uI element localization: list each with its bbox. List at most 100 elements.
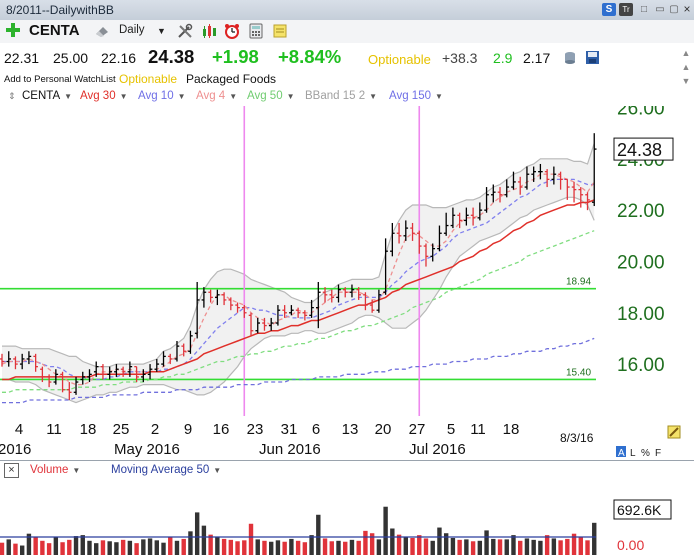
volume-bar-46	[309, 535, 314, 555]
x-month-label-0: 2016	[0, 441, 31, 458]
ohlc-bar-40	[268, 317, 274, 331]
ohlc-bar-26	[174, 340, 180, 362]
alarm-clock-icon[interactable]	[224, 23, 240, 39]
volume-bar-78	[524, 538, 530, 555]
high-price: 25.00	[53, 50, 89, 66]
volume-bar-80	[538, 540, 543, 555]
ohlc-bar-0	[0, 353, 5, 367]
ohlc-bar-21	[141, 369, 146, 383]
ohlc-bar-39	[262, 317, 267, 331]
volume-bar-47	[316, 514, 321, 555]
bollinger-band	[2, 143, 595, 404]
database-icon[interactable]	[563, 51, 577, 65]
volume-bar-14	[94, 543, 99, 555]
legend-handle-icon[interactable]: ⇕	[8, 91, 16, 101]
price-tick-5: 26.00	[617, 106, 665, 120]
ohlc-bar-36	[241, 305, 247, 318]
legend-volume-ma[interactable]: Moving Average 50 ▼	[111, 464, 222, 476]
volume-bar-33	[221, 538, 227, 555]
volume-bar-53	[356, 540, 361, 555]
ohlc-bar-13	[87, 369, 92, 383]
right-scroll-controls[interactable]: ▲ ▲ ▼	[680, 46, 693, 86]
notes-icon[interactable]	[272, 23, 288, 39]
chart-style-icon[interactable]	[201, 23, 217, 39]
interval-select[interactable]: Daily	[119, 24, 145, 36]
volume-bar-72	[484, 530, 489, 555]
ohlc-bar-66	[443, 212, 449, 236]
ohlc-bar-7	[46, 374, 52, 388]
alert-f-label[interactable]: F	[655, 448, 661, 459]
ohlc-bar-50	[336, 284, 341, 303]
ohlc-bars	[0, 133, 597, 400]
s-button[interactable]: S	[602, 3, 616, 16]
volume-bar-16	[107, 541, 112, 555]
eraser-icon[interactable]	[94, 24, 110, 38]
x-day-label-2: 18	[80, 421, 97, 438]
ohlc-bar-27	[181, 343, 187, 357]
ohlc-bar-24	[161, 351, 166, 367]
avg30-line	[2, 199, 595, 381]
volume-bar-84	[565, 538, 570, 555]
legend-avg150[interactable]: Avg 150 ▼	[389, 90, 443, 102]
volume-bar-20	[134, 543, 139, 555]
add-symbol-icon[interactable]	[6, 23, 20, 37]
ohlc-bar-34	[228, 297, 234, 311]
ohlc-bar-2	[13, 356, 18, 370]
stat-value-3: 2.17	[523, 50, 551, 66]
volume-bar-51	[343, 541, 348, 555]
volume-bar-39	[262, 540, 267, 555]
volume-tick-0: 0.00	[617, 537, 644, 553]
x-day-label-9: 6	[312, 421, 320, 438]
ohlc-bar-84	[565, 178, 570, 200]
x-month-label-3: Jul 2016	[409, 441, 466, 458]
legend-bband[interactable]: BBand 15 2 ▼	[305, 90, 378, 102]
volume-bar-81	[544, 535, 550, 555]
legend-volume[interactable]: Volume ▼	[30, 464, 81, 476]
volume-bar-67	[450, 537, 456, 555]
save-icon[interactable]	[585, 50, 600, 65]
alert-a-button[interactable]	[616, 446, 626, 457]
legend-avg50[interactable]: Avg 50 ▼	[247, 90, 295, 102]
close-pane-icon[interactable]: ×	[4, 463, 19, 478]
ohlc-bar-82	[551, 166, 557, 185]
tools-icon[interactable]	[177, 23, 193, 39]
volume-bar-64	[430, 540, 435, 555]
volume-bar-38	[255, 539, 260, 555]
symbol-input[interactable]: CENTA	[29, 22, 80, 39]
alert-l-label[interactable]: L	[630, 448, 636, 459]
x-day-label-15: 18	[503, 421, 520, 438]
close-icon[interactable]: ×	[683, 2, 691, 16]
ohlc-bar-67	[450, 207, 456, 229]
volume-bar-83	[558, 540, 563, 555]
legend-avg4[interactable]: Avg 4 ▼	[196, 90, 238, 102]
legend-symbol[interactable]: CENTA ▼	[22, 90, 73, 102]
legend-avg10[interactable]: Avg 10 ▼	[138, 90, 186, 102]
pencil-icon[interactable]	[667, 425, 681, 439]
calculator-icon[interactable]	[248, 23, 264, 39]
ohlc-bar-9	[60, 371, 65, 393]
volume-bar-8	[53, 537, 59, 555]
svg-text:▲: ▲	[682, 62, 691, 72]
ohlc-bar-37	[248, 312, 254, 336]
toolbar: CENTA Daily ▼	[0, 20, 694, 44]
watchlist-link[interactable]: Add to Personal WatchList	[4, 74, 116, 85]
legend-avg30[interactable]: Avg 30 ▼	[80, 90, 128, 102]
restore-icon[interactable]: □	[640, 4, 648, 15]
x-day-label-10: 13	[342, 421, 359, 438]
x-day-label-13: 5	[447, 421, 455, 438]
ohlc-bar-80	[538, 163, 543, 180]
minimize-icon[interactable]: ▭	[655, 4, 665, 15]
maximize-icon[interactable]: ▢	[669, 4, 679, 15]
x-month-labels: 2016 May 2016 Jun 2016 Jul 2016	[0, 441, 466, 458]
alert-pct-label[interactable]: %	[641, 448, 650, 459]
interval-dropdown-icon[interactable]: ▼	[157, 26, 166, 36]
tr-button[interactable]: Tr	[619, 3, 633, 16]
ohlc-bar-64	[430, 243, 436, 262]
ohlc-bar-65	[437, 225, 442, 252]
volume-bar-1	[6, 539, 11, 555]
x-day-label-8: 31	[281, 421, 298, 438]
